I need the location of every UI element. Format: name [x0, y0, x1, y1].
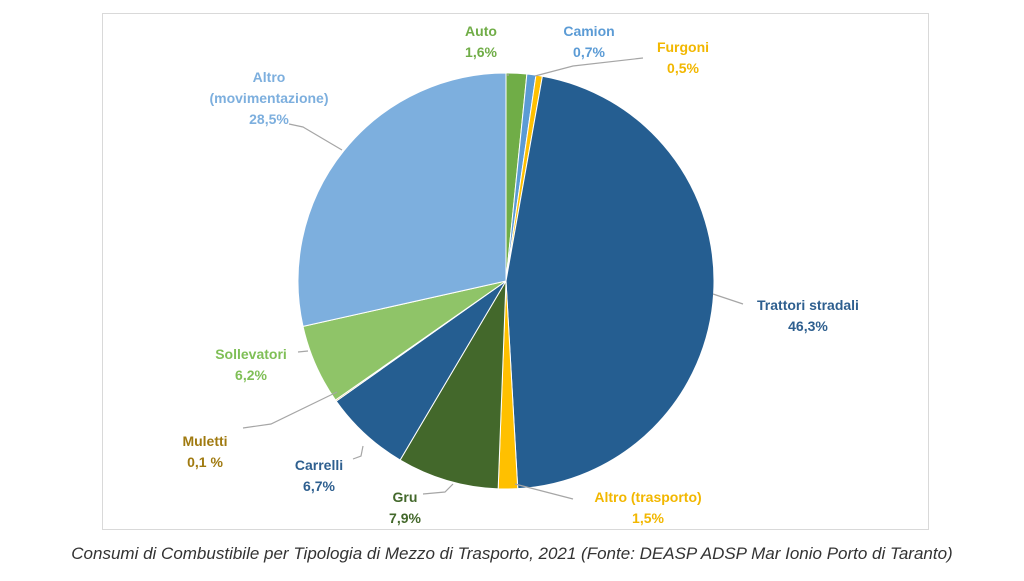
label-auto: Auto 1,6% — [465, 23, 497, 60]
slice-altro-movimentazione — [297, 72, 507, 327]
pie-slices — [297, 72, 715, 490]
value-label-muletti: 0,1 % — [187, 454, 223, 470]
label-altro-movimentazione: Altro (movimentazione) 28,5% — [209, 69, 328, 127]
leader-sollevatori — [297, 350, 309, 353]
label-furgoni: Furgoni 0,5% — [657, 39, 709, 76]
value-label-altro-movimentazione: 28,5% — [249, 111, 289, 127]
chart-frame: Auto 1,6% Camion 0,7% Furgoni 0,5% Trattori st… — [102, 13, 929, 530]
leader-altro-movimentazione — [288, 123, 343, 151]
value-label-altro-trasporto: 1,5% — [632, 510, 664, 526]
slice-gru — [399, 280, 507, 490]
leader-muletti — [242, 391, 338, 429]
value-label-sollevatori: 6,2% — [235, 367, 267, 383]
leader-carrelli — [352, 445, 364, 460]
value-label-carrelli: 6,7% — [303, 478, 335, 494]
slice-labels: Auto 1,6% Camion 0,7% Furgoni 0,5% Trattori st… — [182, 23, 859, 526]
label-carrelli: Carrelli 6,7% — [295, 457, 343, 494]
pie-chart: Auto 1,6% Camion 0,7% Furgoni 0,5% Trattori st… — [182, 23, 859, 526]
label-camion: Camion 0,7% — [563, 23, 614, 60]
value-label-gru: 7,9% — [389, 510, 421, 526]
figure-caption: Consumi di Combustibile per Tipologia di… — [71, 544, 953, 563]
leader-trattori-stradali — [712, 293, 744, 305]
label-trattori-stradali: Trattori stradali 46,3% — [757, 297, 859, 334]
label-altro-trasporto: Altro (trasporto) 1,5% — [594, 489, 701, 526]
slice-trattori-stradali — [505, 75, 715, 490]
leader-lines — [242, 57, 744, 500]
value-label-furgoni: 0,5% — [667, 60, 699, 76]
label-gru: Gru 7,9% — [389, 489, 421, 526]
leader-gru — [422, 483, 454, 495]
leader-furgoni — [534, 57, 644, 77]
value-label-trattori-stradali: 46,3% — [788, 318, 828, 334]
label-sollevatori: Sollevatori 6,2% — [215, 346, 287, 383]
value-label-auto: 1,6% — [465, 44, 497, 60]
leader-altro-trasporto — [514, 483, 574, 500]
value-label-camion: 0,7% — [573, 44, 605, 60]
label-muletti: Muletti 0,1 % — [182, 433, 227, 470]
